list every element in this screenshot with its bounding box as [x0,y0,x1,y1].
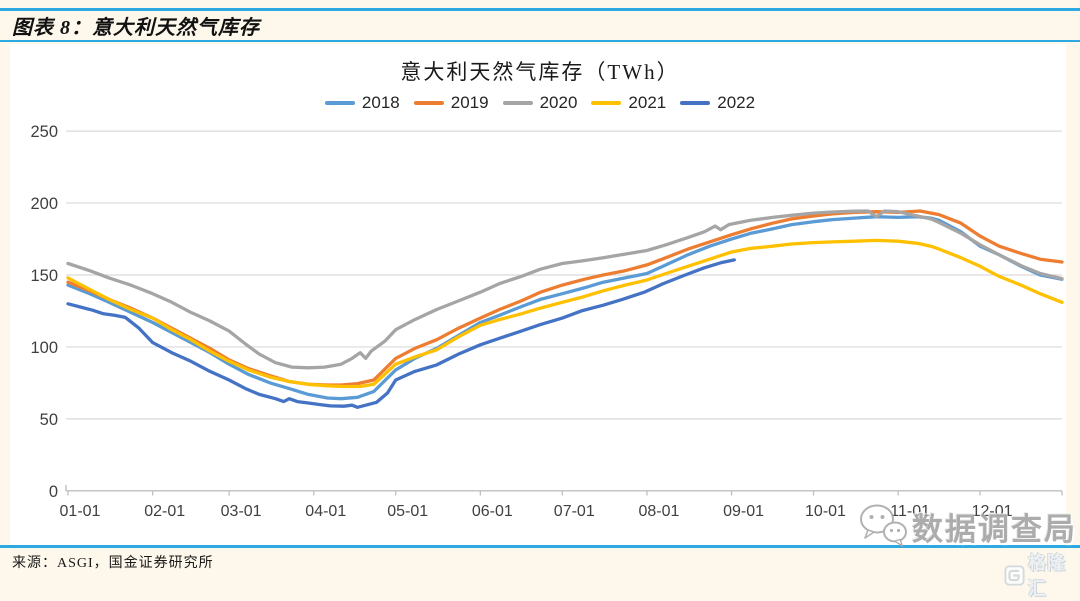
series-2018-line [66,215,1064,401]
x-tick-label-06-01: 06-01 [472,503,513,520]
series-2020-line [66,209,1064,370]
figure-title: 图表 8：意大利天然气库存 [12,17,260,39]
legend-swatch-2020 [502,101,533,105]
legend-label-2018: 2018 [361,93,400,112]
top-divider [0,8,1080,11]
legend-swatch-2022 [680,101,711,105]
x-tick-label-10-01: 10-01 [805,503,846,520]
x-tick-label-04-01: 04-01 [305,503,346,520]
chart-canvas: 0 50 100 150 200 250 01-01 02-01 03-01 04-01 05-01… [30,123,1064,520]
legend-label-2019: 2019 [450,93,489,112]
legend-item-2022: 2022 [680,93,755,113]
x-tick-label-03-01: 03-01 [221,503,262,520]
x-tick-label-12-01: 12-01 [972,503,1013,520]
legend-swatch-2021 [591,101,622,105]
legend-label-2022: 2022 [717,93,756,112]
source-text: 来源：ASGI，国金证券研究所 [12,556,214,571]
x-tick-label-05-01: 05-01 [387,503,428,520]
legend-item-2020: 2020 [502,93,578,113]
x-tick-label-08-01: 08-01 [638,503,679,520]
series-2021-line [66,238,1064,389]
legend-swatch-2018 [324,101,355,105]
gelonghui-text: 格隆汇 [1027,553,1066,599]
legend-label-2021: 2021 [628,93,667,112]
footer-divider [0,545,1080,548]
legend-item-2018: 2018 [324,93,400,113]
legend-swatch-2019 [413,101,444,105]
chart-title: 意大利天然气库存（TWh） [400,60,680,84]
y-tick-label-200: 200 [30,195,58,213]
x-tick-label-07-01: 07-01 [554,503,595,520]
legend-item-2019: 2019 [413,93,489,113]
x-tick-label-09-01: 09-01 [723,503,764,520]
y-tick-label-150: 150 [30,267,58,285]
chart-legend: 2018 2019 2020 2021 2022 [0,92,1080,114]
y-tick-label-0: 0 [49,483,58,501]
series-2022-line [66,258,736,409]
legend-label-2020: 2020 [539,93,578,112]
x-tick-label-01-01: 01-01 [60,503,101,520]
legend-item-2021: 2021 [591,93,666,113]
x-tick-label-11-01: 11-01 [890,503,930,520]
y-tick-label-50: 50 [40,411,58,429]
gelonghui-logo: 格隆汇 [1004,549,1080,601]
header-divider [0,40,1080,42]
y-tick-label-250: 250 [30,123,58,141]
g-icon [1004,564,1025,586]
y-tick-label-100: 100 [30,339,58,357]
x-tick-label-02-01: 02-01 [144,503,185,520]
